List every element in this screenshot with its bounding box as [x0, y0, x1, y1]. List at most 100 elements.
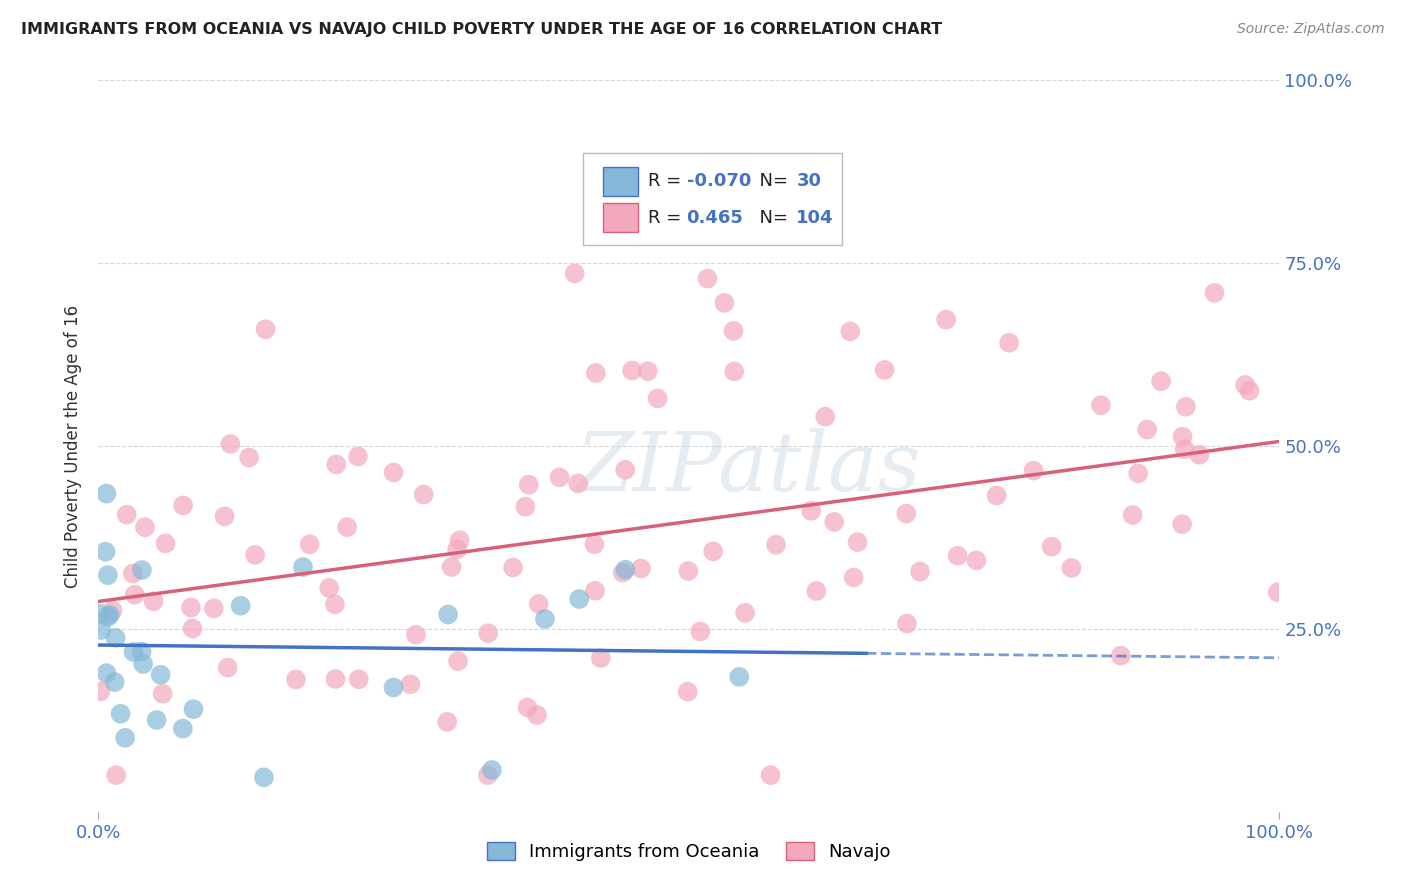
Point: [436, 714, 458, 729]
Point: [589, 651, 612, 665]
Point: [172, 722, 194, 736]
Point: [814, 409, 837, 424]
Text: Source: ZipAtlas.com: Source: ZipAtlas.com: [1237, 22, 1385, 37]
Point: [114, 731, 136, 745]
Legend: Immigrants from Oceania, Navajo: Immigrants from Oceania, Navajo: [481, 835, 897, 869]
Point: [846, 535, 869, 549]
Point: [238, 450, 260, 465]
Point: [229, 599, 252, 613]
Point: [219, 437, 242, 451]
Point: [1022, 464, 1045, 478]
Point: [347, 673, 370, 687]
Point: [896, 507, 918, 521]
Point: [101, 604, 124, 618]
Point: [1122, 508, 1144, 522]
Point: [612, 566, 634, 580]
Point: [583, 583, 606, 598]
Point: [347, 450, 370, 464]
Point: [568, 592, 591, 607]
Point: [696, 271, 718, 285]
Point: [105, 768, 128, 782]
Point: [318, 581, 340, 595]
Point: [1204, 285, 1226, 300]
Point: [449, 533, 471, 548]
Point: [526, 708, 548, 723]
Point: [97, 568, 120, 582]
Point: [1171, 429, 1194, 443]
Point: [548, 470, 571, 484]
Point: [759, 768, 782, 782]
Point: [437, 607, 460, 622]
Point: [1267, 585, 1289, 599]
Point: [132, 657, 155, 671]
Text: 104: 104: [796, 209, 834, 227]
Point: [142, 594, 165, 608]
Point: [94, 545, 117, 559]
Point: [98, 607, 121, 622]
Point: [96, 666, 118, 681]
Point: [908, 565, 931, 579]
Point: [806, 584, 828, 599]
FancyBboxPatch shape: [603, 167, 638, 196]
Point: [728, 670, 751, 684]
Point: [946, 549, 969, 563]
Point: [630, 561, 652, 575]
Point: [152, 687, 174, 701]
Point: [713, 296, 735, 310]
Point: [243, 548, 266, 562]
Text: N=: N=: [748, 209, 794, 227]
Point: [621, 363, 644, 377]
Point: [567, 476, 589, 491]
Point: [585, 366, 607, 380]
Point: [842, 570, 865, 584]
Point: [104, 675, 127, 690]
Point: [896, 616, 918, 631]
Point: [253, 770, 276, 784]
FancyBboxPatch shape: [603, 203, 638, 233]
Point: [323, 597, 346, 611]
Point: [1188, 448, 1211, 462]
Text: 30: 30: [796, 172, 821, 190]
Point: [637, 364, 659, 378]
Point: [298, 537, 321, 551]
Point: [823, 515, 845, 529]
Point: [115, 508, 138, 522]
Point: [90, 623, 112, 637]
Point: [1090, 398, 1112, 412]
Point: [723, 324, 745, 338]
Point: [155, 536, 177, 550]
FancyBboxPatch shape: [582, 153, 842, 244]
Point: [180, 600, 202, 615]
Text: ZIPatlas: ZIPatlas: [575, 428, 921, 508]
Point: [800, 504, 823, 518]
Point: [765, 538, 787, 552]
Point: [516, 700, 538, 714]
Point: [647, 392, 669, 406]
Text: R =: R =: [648, 172, 686, 190]
Point: [292, 560, 315, 574]
Point: [446, 542, 468, 557]
Point: [935, 312, 957, 326]
Point: [1109, 648, 1132, 663]
Point: [131, 644, 153, 658]
Point: [734, 606, 756, 620]
Point: [873, 363, 896, 377]
Point: [122, 645, 145, 659]
Point: [839, 325, 862, 339]
Point: [202, 601, 225, 615]
Point: [336, 520, 359, 534]
Point: [183, 702, 205, 716]
Point: [1150, 374, 1173, 388]
Point: [1234, 378, 1257, 392]
Point: [399, 677, 422, 691]
Point: [97, 609, 120, 624]
Point: [124, 588, 146, 602]
Point: [986, 489, 1008, 503]
Point: [214, 509, 236, 524]
Point: [564, 267, 586, 281]
Point: [534, 612, 557, 626]
Point: [96, 486, 118, 500]
Text: 0.465: 0.465: [686, 209, 744, 227]
Point: [121, 566, 143, 581]
Text: R =: R =: [648, 209, 686, 227]
